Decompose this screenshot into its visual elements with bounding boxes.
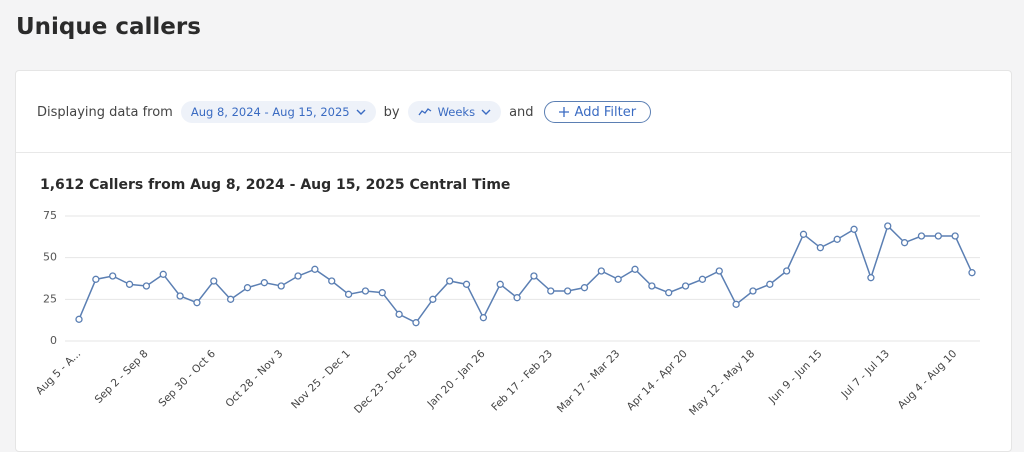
point — [462, 280, 471, 288]
point — [226, 295, 235, 303]
add-filter-button[interactable]: Add Filter — [543, 101, 652, 123]
trend-icon — [418, 108, 431, 116]
point — [243, 284, 252, 292]
and-label: and — [509, 104, 534, 120]
page-title: Unique callers — [16, 14, 201, 40]
point — [547, 287, 555, 295]
y-tick-label: 0 — [50, 334, 57, 347]
point — [193, 299, 201, 307]
point — [479, 314, 488, 322]
point — [917, 232, 926, 240]
point — [395, 310, 403, 318]
point — [513, 294, 521, 302]
point — [884, 222, 892, 230]
point — [631, 265, 639, 273]
point — [328, 277, 336, 285]
point — [951, 232, 959, 240]
point — [766, 280, 774, 288]
x-tick-label: Aug 4 - Aug 10 — [896, 348, 960, 412]
period-select[interactable]: Weeks — [407, 101, 502, 123]
x-tick-label: Jun 9 - Jun 15 — [766, 348, 825, 407]
y-tick-label: 75 — [43, 209, 57, 222]
point — [311, 265, 319, 273]
chevron — [481, 109, 491, 115]
by-label: by — [383, 104, 400, 120]
point — [92, 275, 100, 283]
filter-prefix: Displaying data from — [37, 104, 173, 120]
x-tick-label: Jul 7 - Jul 13 — [839, 348, 892, 401]
point — [344, 290, 353, 298]
point — [176, 292, 184, 300]
point — [429, 295, 437, 303]
x-tick-label: Nov 25 - Dec 1 — [289, 348, 353, 412]
x-tick-label: Oct 28 - Nov 3 — [223, 348, 285, 410]
point — [783, 267, 791, 275]
y-tick-label: 25 — [43, 292, 57, 305]
point — [109, 272, 117, 280]
chevron — [356, 109, 366, 115]
point — [614, 275, 622, 283]
x-tick-label: Dec 23 - Dec 29 — [352, 348, 420, 416]
period: Weeks — [437, 105, 476, 119]
point — [75, 315, 83, 323]
point — [159, 270, 167, 278]
x-tick-label: Aug 5 - A... — [34, 348, 83, 397]
filter-row: Displaying data from Aug 8, 2024 - Aug 1… — [37, 101, 652, 123]
point — [496, 280, 504, 288]
page: Unique callers Displaying data from Aug … — [15, 14, 1012, 452]
point — [698, 275, 707, 283]
point — [563, 287, 572, 295]
x-tick-label: Sep 30 - Oct 6 — [156, 348, 218, 410]
card: Displaying data from Aug 8, 2024 - Aug 1… — [15, 70, 1012, 452]
point — [142, 282, 151, 290]
x-tick-label: Jan 20 - Jan 26 — [425, 348, 488, 411]
add-filter-label: Add Filter — [574, 104, 637, 120]
point — [580, 284, 589, 292]
point — [850, 225, 858, 233]
point — [210, 277, 218, 285]
point — [681, 282, 690, 290]
divider — [16, 152, 1011, 153]
point — [816, 244, 825, 252]
point — [968, 269, 976, 277]
point — [732, 300, 740, 308]
plus-icon — [558, 107, 569, 117]
y-tick-label: 50 — [43, 251, 57, 264]
point — [799, 230, 808, 238]
point — [648, 282, 656, 290]
point — [412, 319, 420, 327]
point — [260, 279, 268, 287]
point — [446, 277, 454, 285]
point — [378, 289, 386, 297]
point — [715, 267, 723, 275]
point — [900, 239, 909, 247]
x-tick-label: Sep 2 - Sep 8 — [93, 348, 151, 406]
point — [125, 280, 134, 288]
point — [530, 272, 538, 280]
x-tick-label: Apr 14 - Apr 20 — [625, 348, 690, 413]
date-range-select[interactable]: Aug 8, 2024 - Aug 15, 2025 — [180, 101, 376, 123]
x-tick-label: Mar 17 - Mar 23 — [555, 348, 623, 416]
point — [833, 235, 841, 243]
point — [665, 289, 673, 297]
chart-title: 1,612 Callers from Aug 8, 2024 - Aug 15,… — [40, 177, 510, 193]
x-tick-label: May 12 - May 18 — [687, 348, 757, 418]
point — [749, 287, 757, 295]
chart: 1,612 Callers from Aug 8, 2024 - Aug 15,… — [34, 177, 980, 418]
point — [597, 267, 605, 275]
point — [867, 274, 875, 282]
point — [294, 272, 302, 280]
point — [277, 282, 285, 290]
x-tick-label: Feb 17 - Feb 23 — [489, 348, 555, 414]
date-range: Aug 8, 2024 - Aug 15, 2025 — [190, 105, 350, 119]
point — [934, 232, 942, 240]
point — [361, 287, 370, 295]
